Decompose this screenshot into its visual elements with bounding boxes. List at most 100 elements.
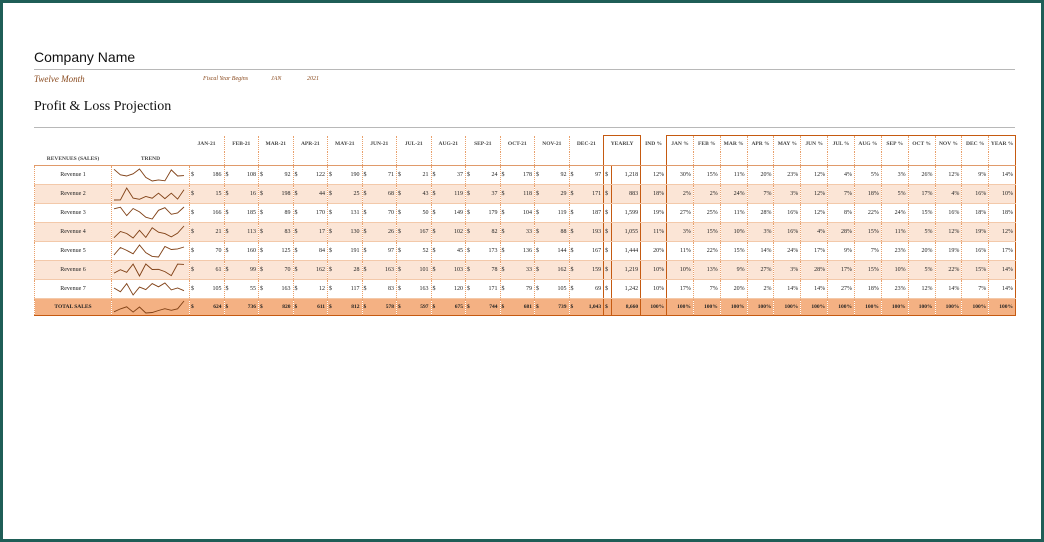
month-value[interactable]: 675 — [439, 298, 467, 316]
month-value[interactable]: 43 — [404, 184, 432, 204]
month-value[interactable]: 97 — [370, 241, 398, 261]
month-value[interactable]: 191 — [335, 241, 363, 261]
month-value[interactable]: 163 — [266, 279, 294, 299]
month-value[interactable]: 55 — [232, 279, 259, 299]
company-name[interactable]: Company Name — [34, 49, 136, 65]
month-value[interactable]: 108 — [232, 165, 259, 185]
month-value[interactable]: 37 — [473, 184, 501, 204]
month-value[interactable]: 21 — [404, 165, 432, 185]
month-value[interactable]: 171 — [473, 279, 501, 299]
month-value[interactable]: 1,043 — [577, 298, 605, 316]
month-value[interactable]: 578 — [370, 298, 398, 316]
month-value[interactable]: 812 — [335, 298, 363, 316]
month-value[interactable]: 611 — [301, 298, 329, 316]
month-value[interactable]: 15 — [197, 184, 225, 204]
month-value[interactable]: 88 — [542, 222, 570, 242]
month-value[interactable]: 178 — [508, 165, 536, 185]
month-value[interactable]: 681 — [508, 298, 536, 316]
revenue-label[interactable]: Revenue 6 — [34, 260, 112, 280]
month-value[interactable]: 37 — [439, 165, 467, 185]
total-label[interactable]: TOTAL SALES — [34, 298, 112, 316]
month-value[interactable]: 162 — [542, 260, 570, 280]
month-value[interactable]: 89 — [266, 203, 294, 223]
revenue-label[interactable]: Revenue 5 — [34, 241, 112, 261]
month-value[interactable]: 170 — [301, 203, 329, 223]
month-value[interactable]: 187 — [577, 203, 605, 223]
month-value[interactable]: 33 — [508, 222, 536, 242]
revenue-label[interactable]: Revenue 4 — [34, 222, 112, 242]
month-value[interactable]: 144 — [542, 241, 570, 261]
month-value[interactable]: 113 — [232, 222, 259, 242]
month-value[interactable]: 173 — [473, 241, 501, 261]
month-value[interactable]: 16 — [232, 184, 259, 204]
month-value[interactable]: 820 — [266, 298, 294, 316]
month-value[interactable]: 92 — [266, 165, 294, 185]
month-value[interactable]: 167 — [577, 241, 605, 261]
month-value[interactable]: 71 — [370, 165, 398, 185]
month-value[interactable]: 61 — [197, 260, 225, 280]
month-value[interactable]: 44 — [301, 184, 329, 204]
revenue-label[interactable]: Revenue 2 — [34, 184, 112, 204]
month-value[interactable]: 84 — [301, 241, 329, 261]
month-value[interactable]: 198 — [266, 184, 294, 204]
month-value[interactable]: 117 — [335, 279, 363, 299]
month-value[interactable]: 83 — [266, 222, 294, 242]
month-value[interactable]: 17 — [301, 222, 329, 242]
revenue-label[interactable]: Revenue 3 — [34, 203, 112, 223]
month-value[interactable]: 120 — [439, 279, 467, 299]
month-value[interactable]: 24 — [473, 165, 501, 185]
month-value[interactable]: 119 — [439, 184, 467, 204]
month-value[interactable]: 166 — [197, 203, 225, 223]
fiscal-year-value[interactable]: 2021 — [307, 76, 319, 82]
revenue-label[interactable]: Revenue 1 — [34, 165, 112, 185]
month-value[interactable]: 97 — [577, 165, 605, 185]
month-value[interactable]: 45 — [439, 241, 467, 261]
month-value[interactable]: 82 — [473, 222, 501, 242]
month-value[interactable]: 163 — [404, 279, 432, 299]
month-value[interactable]: 12 — [301, 279, 329, 299]
month-value[interactable]: 92 — [542, 165, 570, 185]
month-value[interactable]: 186 — [197, 165, 225, 185]
month-value[interactable]: 122 — [301, 165, 329, 185]
month-value[interactable]: 52 — [404, 241, 432, 261]
month-value[interactable]: 162 — [301, 260, 329, 280]
month-value[interactable]: 149 — [439, 203, 467, 223]
month-value[interactable]: 136 — [508, 241, 536, 261]
month-value[interactable]: 33 — [508, 260, 536, 280]
month-value[interactable]: 119 — [542, 203, 570, 223]
month-value[interactable]: 163 — [370, 260, 398, 280]
fiscal-month-value[interactable]: JAN — [271, 76, 282, 82]
month-value[interactable]: 70 — [266, 260, 294, 280]
month-value[interactable]: 105 — [197, 279, 225, 299]
month-value[interactable]: 83 — [370, 279, 398, 299]
month-value[interactable]: 159 — [577, 260, 605, 280]
month-value[interactable]: 70 — [197, 241, 225, 261]
month-value[interactable]: 125 — [266, 241, 294, 261]
month-value[interactable]: 736 — [232, 298, 259, 316]
month-value[interactable]: 29 — [542, 184, 570, 204]
month-value[interactable]: 739 — [542, 298, 570, 316]
month-value[interactable]: 78 — [473, 260, 501, 280]
revenue-label[interactable]: Revenue 7 — [34, 279, 112, 299]
month-value[interactable]: 171 — [577, 184, 605, 204]
month-value[interactable]: 50 — [404, 203, 432, 223]
month-value[interactable]: 130 — [335, 222, 363, 242]
month-value[interactable]: 131 — [335, 203, 363, 223]
month-value[interactable]: 118 — [508, 184, 536, 204]
month-value[interactable]: 21 — [197, 222, 225, 242]
month-value[interactable]: 101 — [404, 260, 432, 280]
month-value[interactable]: 193 — [577, 222, 605, 242]
month-value[interactable]: 102 — [439, 222, 467, 242]
month-value[interactable]: 26 — [370, 222, 398, 242]
month-value[interactable]: 597 — [404, 298, 432, 316]
month-value[interactable]: 624 — [197, 298, 225, 316]
month-value[interactable]: 70 — [370, 203, 398, 223]
month-value[interactable]: 167 — [404, 222, 432, 242]
month-value[interactable]: 79 — [508, 279, 536, 299]
month-value[interactable]: 28 — [335, 260, 363, 280]
month-value[interactable]: 160 — [232, 241, 259, 261]
month-value[interactable]: 185 — [232, 203, 259, 223]
month-value[interactable]: 190 — [335, 165, 363, 185]
month-value[interactable]: 103 — [439, 260, 467, 280]
month-value[interactable]: 179 — [473, 203, 501, 223]
